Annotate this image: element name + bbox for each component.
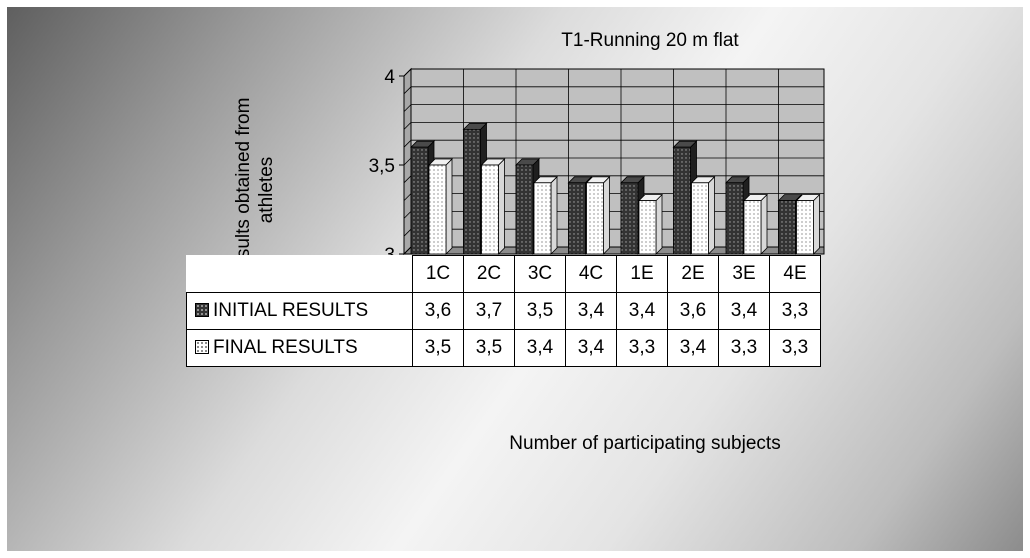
data-label: 3,4 <box>616 292 668 330</box>
legend-label: FINAL RESULTS <box>213 337 358 358</box>
bar-final <box>586 182 604 255</box>
y-tick-label: 3,5 <box>369 156 395 177</box>
legend-label: INITIAL RESULTS <box>213 300 369 321</box>
y-gridline-side <box>403 175 412 184</box>
category-label: 2E <box>667 255 719 293</box>
data-label: 3,4 <box>667 329 719 367</box>
y-tick-label: 4 <box>384 67 395 88</box>
bar-initial <box>463 128 481 255</box>
bar-final <box>481 164 499 255</box>
y-gridline-side <box>403 104 412 112</box>
chart-title: T1-Running 20 m flat <box>561 30 739 51</box>
data-label: 3,3 <box>769 329 821 367</box>
data-label: 3,5 <box>514 292 566 330</box>
table-corner <box>187 256 413 293</box>
data-label: 3,4 <box>514 329 566 367</box>
data-label: 3,7 <box>463 292 515 330</box>
bar-final <box>691 182 709 255</box>
bar-initial <box>568 182 586 255</box>
bar-side <box>655 193 663 255</box>
data-label: 3,3 <box>769 292 821 330</box>
category-label: 2C <box>463 255 515 293</box>
data-label: 3,6 <box>667 292 719 330</box>
category-label: 4C <box>565 255 617 293</box>
legend-swatch-light <box>195 340 209 354</box>
y-gridline-side <box>403 157 412 166</box>
y-gridline-side <box>403 228 412 237</box>
x-axis-label: Number of participating subjects <box>509 433 781 454</box>
bar-initial <box>673 146 691 255</box>
data-label: 3,4 <box>565 292 617 330</box>
bar-final <box>428 164 447 255</box>
category-label: 1E <box>616 255 668 293</box>
category-row: 1C 2C 3C 4C 1E 2E 3E 4E <box>187 255 821 293</box>
bar-side <box>603 175 610 255</box>
data-label: 3,3 <box>616 329 668 367</box>
category-label: 3E <box>718 255 770 293</box>
bar-side <box>760 193 768 255</box>
series-row-final: FINAL RESULTS 3,5 3,5 3,4 3,4 3,3 3,4 3,… <box>186 329 821 367</box>
legend-swatch-dark <box>195 303 209 317</box>
bar-side <box>445 158 453 255</box>
y-gridline-side <box>403 246 412 255</box>
category-label: 1C <box>412 255 464 293</box>
data-label: 3,3 <box>718 329 770 367</box>
bar-final <box>796 200 814 255</box>
bar-side <box>550 175 558 255</box>
data-label: 3,5 <box>412 329 464 367</box>
data-label: 3,4 <box>565 329 617 367</box>
y-gridline-side <box>403 68 412 77</box>
category-label: 4E <box>769 255 821 293</box>
y-gridline-side <box>403 139 412 148</box>
bar-final <box>743 200 762 255</box>
data-label: 3,4 <box>718 292 770 330</box>
category-label: 3C <box>514 255 566 293</box>
bar-side <box>708 175 715 255</box>
bar-side <box>498 158 505 255</box>
y-gridline-side <box>403 211 412 219</box>
y-gridline-side <box>403 122 412 130</box>
y-gridline-side <box>403 86 412 95</box>
bar-initial <box>778 200 796 255</box>
bar-final <box>533 182 552 255</box>
data-table: 1C 2C 3C 4C 1E 2E 3E 4E INITIAL RESULTS … <box>186 255 821 367</box>
legend-initial: INITIAL RESULTS <box>186 292 413 330</box>
legend-final: FINAL RESULTS <box>186 329 413 367</box>
bar-side <box>813 193 820 255</box>
bar-final <box>638 200 657 255</box>
bar-initial <box>725 182 744 255</box>
y-gridline-side <box>403 193 412 201</box>
bar-initial <box>410 146 429 255</box>
bar-initial <box>515 164 534 255</box>
series-row-initial: INITIAL RESULTS 3,6 3,7 3,5 3,4 3,4 3,6 … <box>186 292 821 330</box>
bar-initial <box>620 182 639 255</box>
data-label: 3,5 <box>463 329 515 367</box>
data-label: 3,6 <box>412 292 464 330</box>
